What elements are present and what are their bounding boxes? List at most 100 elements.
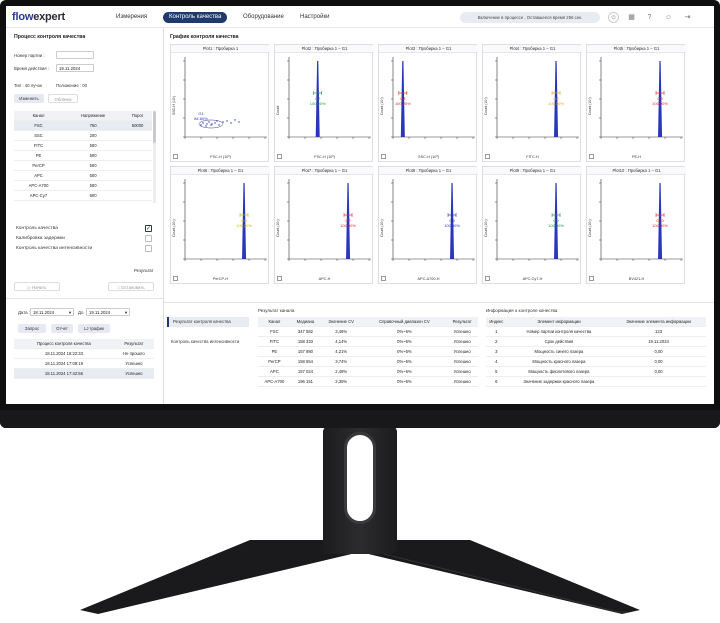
stop-button[interactable]: □ Остановить — [108, 282, 154, 291]
gate-percent: 100.00% — [652, 223, 668, 228]
histogram-plot[interactable]: Plot1 : Пробирка 1 G1 84.60% SSC-H (10³) FSC… — [170, 44, 270, 162]
expiry-date-field[interactable]: 19.11.2024 — [56, 64, 94, 72]
plot-title: Plot9 : Пробирка 1 – G1 — [483, 167, 582, 175]
plot-checkbox[interactable] — [589, 276, 594, 281]
channel-row[interactable]: FSC 750 50000 — [14, 120, 152, 131]
plot-checkbox[interactable] — [173, 276, 178, 281]
channel-row[interactable]: PE 500 — [14, 150, 152, 161]
grid-icon[interactable]: ▦ — [628, 14, 635, 21]
gate-percent: 84.60% — [194, 116, 208, 121]
peak-bar — [658, 61, 663, 137]
channel-row[interactable]: APC 500 — [14, 170, 152, 181]
info-row[interactable]: 1 Номер партии контроля качества 123 — [486, 326, 706, 337]
info-row[interactable]: 6 Значение задержки красного лазера — [486, 376, 706, 387]
info-row[interactable]: 4 Мощность красного лазера 0,00 — [486, 356, 706, 367]
timestamp-cell: 18.11.2024 17:42:56 — [14, 368, 114, 379]
event-point — [205, 125, 207, 127]
table-scrollbar[interactable] — [153, 111, 156, 203]
tab-qc-result[interactable]: Результат контроля качества — [167, 317, 249, 327]
results-row[interactable]: APC 157 024 2,48% 0%~5% Успешно — [258, 366, 478, 377]
histogram-plot[interactable]: Plot10 : Пробирка 1 – G1 G10 100.00% Count … — [586, 166, 686, 284]
user-icon[interactable]: ☺ — [664, 14, 673, 21]
threshold-cell — [123, 190, 152, 201]
gate-label: G2 — [315, 96, 321, 101]
channel-row[interactable]: APC-Cy7 600 — [14, 190, 152, 201]
clear-button[interactable]: Облачка — [48, 94, 78, 103]
x-axis-label: FITC-H — [526, 155, 539, 159]
info-cell: Мощность красного лазера — [506, 356, 612, 367]
plot-checkbox[interactable] — [277, 154, 282, 159]
results-cell: Успешно — [446, 356, 478, 367]
histogram-plot[interactable]: Plot3 : Пробирка 1 – G1 G3 100.00% Count (1… — [378, 44, 478, 162]
change-button[interactable]: Изменить — [14, 94, 44, 103]
expiry-label: Время действия : — [14, 66, 49, 71]
power-icon[interactable]: ⏻ — [608, 12, 619, 23]
history-row[interactable]: 18.11.2024 17:09:19 Успешно — [14, 358, 154, 369]
nav-tab-quality-control[interactable]: Контроль качества — [163, 12, 228, 23]
histogram-plot[interactable]: Plot4 : Пробирка 1 – G1 G4 100.00% Count (1… — [482, 44, 582, 162]
event-point — [238, 121, 240, 123]
date-to-field[interactable]: 19.11.2024 ▾ — [86, 308, 130, 316]
channel-row[interactable]: PerCP 500 — [14, 160, 152, 171]
plot-checkbox[interactable] — [485, 154, 490, 159]
histogram-plot[interactable]: Plot2 : Пробирка 1 – G1 G2 100.00% Count FSC… — [274, 44, 374, 162]
channel-cell: PerCP — [14, 160, 64, 171]
histogram-plot[interactable]: Plot5 : Пробирка 1 – G1 G5 100.00% Count (1… — [586, 44, 686, 162]
channel-row[interactable]: APC-A700 500 — [14, 180, 152, 191]
checkbox[interactable] — [145, 235, 152, 242]
histogram-plot[interactable]: Plot8 : Пробирка 1 – G1 G8 100.00% Count (1… — [378, 166, 478, 284]
help-icon[interactable]: ? — [647, 14, 652, 21]
gate-label: G1 — [198, 111, 204, 116]
info-row[interactable]: 5 Мощность фиолетового лазера 0,00 — [486, 366, 706, 377]
plot-checkbox[interactable] — [173, 154, 178, 159]
results-cell: 3,46% — [319, 326, 363, 337]
date-from-field[interactable]: 18.11.2024 ▾ — [30, 308, 74, 316]
info-row[interactable]: 3 Мощность синего лазера 0,00 — [486, 346, 706, 357]
history-row[interactable]: 18.11.2024 17:42:56 Успешно — [14, 368, 154, 379]
batch-number-field[interactable] — [56, 51, 94, 59]
y-axis-label: Count (10³) — [380, 97, 384, 115]
info-row[interactable]: 2 Срок действия 19.11.2024 — [486, 336, 706, 347]
query-button[interactable]: Запрос — [18, 324, 46, 333]
gate-label: G4 — [553, 96, 559, 101]
results-cell: APC — [258, 366, 291, 377]
history-row[interactable]: 18.11.2024 16:22:33 Не прошло — [14, 348, 154, 359]
plot-checkbox[interactable] — [381, 276, 386, 281]
status-pill: Включение в процессе , Оставшееся время … — [460, 12, 600, 23]
x-axis-label: BV421-H — [628, 277, 645, 281]
checkbox[interactable]: ✓ — [145, 225, 152, 232]
threshold-cell: 50000 — [123, 120, 152, 131]
results-row[interactable]: PE 157 980 4,21% 0%~5% Успешно — [258, 346, 478, 357]
histogram-plot[interactable]: Plot7 : Пробирка 1 – G1 G7 100.00% Count (1… — [274, 166, 374, 284]
report-button[interactable]: Отчет — [51, 324, 73, 333]
check-label: Контроль качества интенсивности — [16, 246, 93, 251]
logout-icon[interactable]: ⇥ — [684, 14, 691, 21]
gate-percent: 100.00% — [548, 223, 564, 228]
plot-checkbox[interactable] — [485, 276, 490, 281]
event-point — [208, 121, 210, 123]
channel-cell: APC-Cy7 — [14, 190, 64, 201]
results-cell: Успешно — [446, 366, 478, 377]
channel-row[interactable]: SSC 200 — [14, 130, 152, 141]
plot-title: Plot8 : Пробирка 1 – G1 — [379, 167, 478, 175]
event-point — [234, 119, 236, 121]
nav-tab-equipment[interactable]: Оборудование — [243, 14, 284, 20]
checkbox[interactable] — [145, 245, 152, 252]
plot-checkbox[interactable] — [589, 154, 594, 159]
results-row[interactable]: APC-A700 196 151 2,35% 0%~5% Успешно — [258, 376, 478, 387]
start-button[interactable]: ▷ Начать — [14, 282, 60, 291]
tab-qc-intensity[interactable]: Контроль качества интенсивности — [171, 339, 240, 344]
nav-tab-measurements[interactable]: Измерения — [116, 14, 148, 20]
results-row[interactable]: PerCP 158 654 3,74% 0%~5% Успешно — [258, 356, 478, 367]
lj-chart-button[interactable]: LJ график — [78, 324, 110, 333]
histogram-plot[interactable]: Plot9 : Пробирка 1 – G1 G9 100.00% Count (1… — [482, 166, 582, 284]
plot-checkbox[interactable] — [381, 154, 386, 159]
nav-tab-settings[interactable]: Настройки — [300, 14, 330, 20]
results-row[interactable]: FITC 158 333 4,14% 0%~5% Успешно — [258, 336, 478, 347]
histogram-plot[interactable]: Plot6 : Пробирка 1 – G1 G6 100.00% Count (1… — [170, 166, 270, 284]
results-row[interactable]: FSC 347 582 3,46% 0%~5% Успешно — [258, 326, 478, 337]
plot-checkbox[interactable] — [277, 276, 282, 281]
qc-info-table: Индекс Элемент информации Значение элемент… — [486, 317, 706, 387]
channel-row[interactable]: FITC 500 — [14, 140, 152, 151]
